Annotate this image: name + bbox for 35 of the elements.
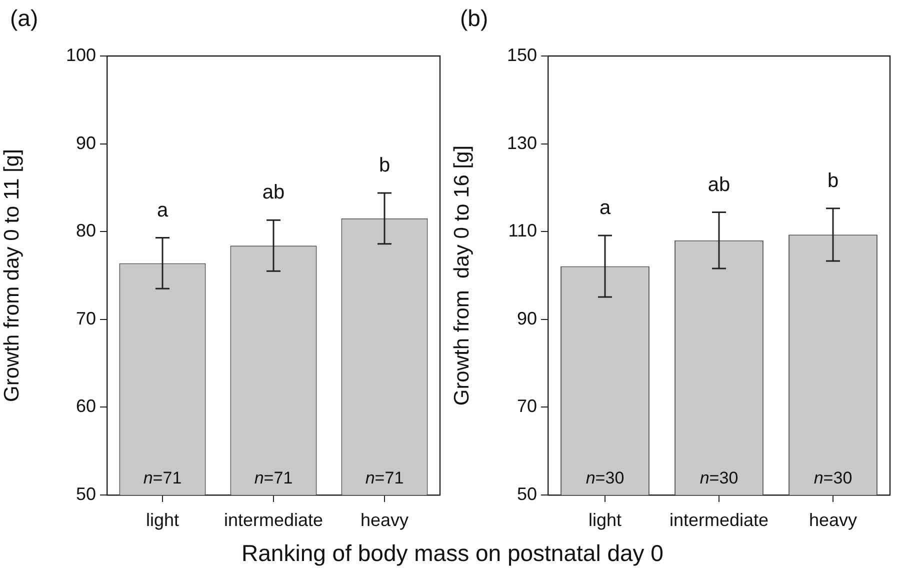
chart-title: (a) xyxy=(10,4,38,31)
x-tick-label: intermediate xyxy=(224,510,324,530)
y-tick-label: 110 xyxy=(508,220,537,241)
x-tick-label: light xyxy=(588,510,622,530)
annotation: b xyxy=(378,154,390,176)
y-tick-label: 90 xyxy=(516,308,537,328)
annotation: ab xyxy=(708,174,730,196)
y-tick-label: 70 xyxy=(516,396,537,416)
annotation: n=30 xyxy=(586,468,624,488)
annotation: a xyxy=(156,199,169,222)
annotation: ab xyxy=(262,182,285,204)
y-tick-label: 60 xyxy=(76,396,96,416)
y-axis-title: Growth from day 0 to 11 [g] xyxy=(0,149,24,402)
annotation: n=71 xyxy=(143,468,182,488)
annotation: a xyxy=(599,197,612,220)
chart-title: (b) xyxy=(460,4,488,31)
y-tick-label: 80 xyxy=(76,220,96,241)
x-axis-title: Ranking of body mass on postnatal day 0 xyxy=(240,540,664,567)
annotation: n=71 xyxy=(365,468,404,488)
x-tick-label: intermediate xyxy=(669,510,769,530)
annotation: n=30 xyxy=(814,468,852,488)
y-axis-title: Growth from day 0 to 16 [g] xyxy=(450,145,474,406)
y-tick-label: 130 xyxy=(506,132,537,153)
y-tick-label: 90 xyxy=(76,132,96,153)
x-tick-label: light xyxy=(146,510,180,530)
x-tick-label: heavy xyxy=(360,510,409,530)
annotation: n=30 xyxy=(700,468,738,488)
y-tick-label: 50 xyxy=(516,484,537,504)
x-tick-label: heavy xyxy=(808,510,858,530)
y-tick-label: 100 xyxy=(66,44,96,65)
y-tick-label: 50 xyxy=(76,484,96,504)
annotation: b xyxy=(827,170,839,192)
y-tick-label: 150 xyxy=(506,44,537,65)
y-tick-label: 70 xyxy=(76,308,96,328)
annotation: n=71 xyxy=(254,468,293,488)
